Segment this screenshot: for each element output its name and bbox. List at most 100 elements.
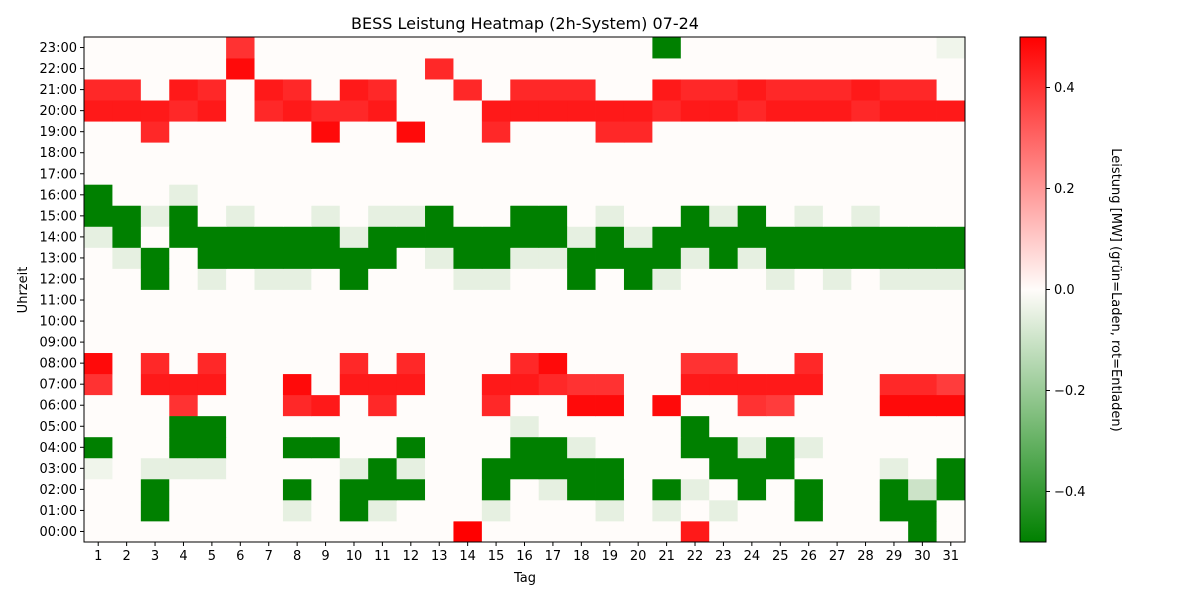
heatmap-cell [112, 310, 142, 332]
x-tick-label: 23 [715, 549, 732, 564]
heatmap-cell [140, 247, 170, 269]
heatmap-cell [481, 163, 511, 185]
heatmap-cell [623, 373, 653, 396]
heatmap-cell [226, 163, 255, 185]
heatmap-cell [226, 37, 255, 59]
heatmap-cell [794, 457, 824, 480]
heatmap-cell [84, 352, 113, 375]
heatmap-cell [481, 394, 511, 417]
heatmap-cell [453, 121, 483, 143]
heatmap-cell [197, 457, 227, 480]
heatmap-cell [851, 184, 881, 206]
heatmap-cell [396, 163, 426, 185]
heatmap-cell [282, 58, 312, 80]
heatmap-cell [737, 79, 767, 101]
heatmap-cell [169, 394, 199, 417]
heatmap-cell [140, 268, 170, 290]
heatmap-cell [908, 289, 937, 311]
heatmap-cell [623, 499, 653, 522]
heatmap-cell [84, 205, 113, 227]
heatmap-cell [766, 289, 795, 311]
heatmap-cell [851, 520, 881, 543]
heatmap-cell [254, 37, 284, 59]
heatmap-cell [908, 352, 937, 375]
y-axis-label: Uhrzeit [16, 267, 31, 314]
heatmap-cell [652, 184, 682, 206]
heatmap-cell [623, 352, 653, 375]
y-axis-ticks: 00:00 01:00 02:00 03:00 04:00 05:00 06:00 07:00… [40, 41, 84, 540]
heatmap-cell [339, 499, 369, 522]
heatmap-cell [226, 331, 255, 354]
heatmap-cell [822, 100, 852, 122]
heatmap-cell [339, 37, 369, 59]
heatmap-cell [368, 37, 398, 59]
heatmap-cell [879, 310, 909, 332]
heatmap-cell [680, 79, 710, 101]
heatmap-cell [112, 457, 142, 480]
heatmap-cell [822, 247, 852, 269]
heatmap-cell [453, 331, 483, 354]
heatmap-cell [851, 100, 881, 122]
heatmap-cell [567, 205, 596, 227]
heatmap-cell [851, 37, 881, 59]
heatmap-cell [538, 478, 568, 501]
heatmap-cell [169, 289, 199, 311]
heatmap-cell [396, 37, 426, 59]
heatmap-cell [84, 79, 113, 101]
heatmap-cell [822, 121, 852, 143]
heatmap-cell [311, 163, 341, 185]
heatmap-cell [709, 310, 739, 332]
heatmap-cell [425, 58, 454, 80]
heatmap-cell [766, 415, 795, 438]
heatmap-cell [112, 142, 142, 164]
heatmap-cell [368, 499, 398, 522]
heatmap-cell [822, 310, 852, 332]
heatmap-cell [140, 478, 170, 501]
heatmap-cell [311, 289, 341, 311]
x-tick-label: 7 [265, 549, 273, 564]
heatmap-cell [368, 268, 398, 290]
x-tick-label: 12 [403, 549, 420, 564]
heatmap-cell [197, 436, 227, 459]
heatmap-cell [510, 415, 540, 438]
heatmap-cell [425, 268, 454, 290]
heatmap-cell [425, 37, 454, 59]
heatmap-cell [510, 79, 540, 101]
x-tick-label: 18 [573, 549, 590, 564]
heatmap-cell [822, 499, 852, 522]
heatmap-cell [794, 520, 824, 543]
heatmap-cell [879, 268, 909, 290]
heatmap-cell [311, 184, 341, 206]
x-tick-label: 22 [687, 549, 704, 564]
heatmap-cell [396, 289, 426, 311]
heatmap-cell [254, 478, 284, 501]
heatmap-cell [368, 184, 398, 206]
heatmap-cell [936, 247, 966, 269]
heatmap-cell [425, 121, 454, 143]
heatmap-cell [396, 499, 426, 522]
heatmap-cell [652, 79, 682, 101]
heatmap-cell [623, 79, 653, 101]
heatmap-cell [709, 457, 739, 480]
heatmap-cell [311, 79, 341, 101]
heatmap-cell [851, 352, 881, 375]
heatmap-cell [936, 520, 966, 543]
heatmap-cell [680, 415, 710, 438]
heatmap-cell [339, 58, 369, 80]
heatmap-cell [254, 100, 284, 122]
heatmap-cell [226, 247, 255, 269]
heatmap-cell [197, 310, 227, 332]
heatmap-cell [595, 352, 625, 375]
heatmap-cell [652, 289, 682, 311]
heatmap-cell [680, 142, 710, 164]
heatmap-cell [169, 79, 199, 101]
heatmap-cell [311, 121, 341, 143]
heatmap-cell [169, 226, 199, 248]
heatmap-cell [510, 289, 540, 311]
heatmap-cell [936, 457, 966, 480]
heatmap-cell [737, 142, 767, 164]
heatmap-cell [538, 100, 568, 122]
heatmap-cell [197, 352, 227, 375]
heatmap-cell [936, 289, 966, 311]
